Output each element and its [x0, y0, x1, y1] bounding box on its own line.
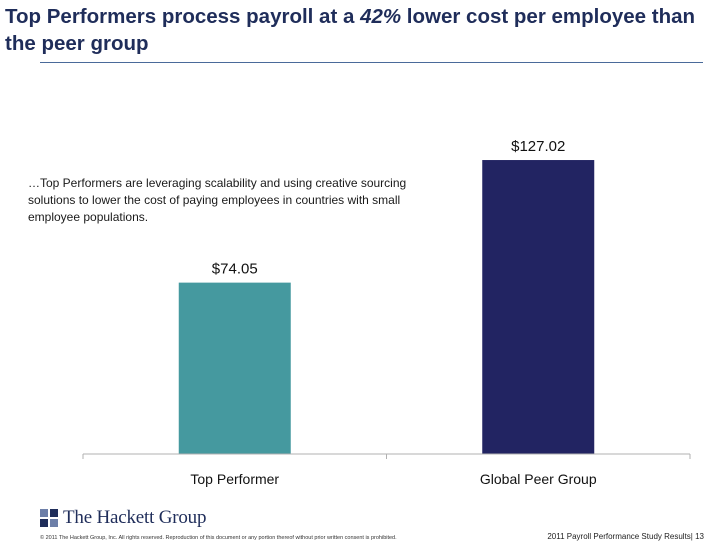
logo-text: The Hackett Group: [63, 507, 207, 528]
category-label: Top Performer: [190, 471, 279, 487]
bar-1: [178, 282, 291, 454]
bar-value-label: $74.05: [212, 261, 258, 278]
title-highlight: 42%: [360, 5, 402, 28]
hackett-logo-icon: [40, 509, 58, 527]
page-title: Top Performers process payroll at a 42% …: [5, 3, 723, 57]
page-footer: 2011 Payroll Performance Study Results| …: [547, 532, 704, 541]
chart-annotation: …Top Performers are leveraging scalabili…: [28, 176, 407, 224]
x-axis-ticks: [82, 454, 691, 459]
company-logo: The Hackett Group: [40, 507, 206, 529]
title-text-before: Top Performers process payroll at a: [5, 5, 361, 28]
bar-value-label: $127.02: [511, 138, 565, 155]
copyright-notice: © 2011 The Hackett Group, Inc. All right…: [40, 535, 397, 541]
title-text-after: lower cost per employee than the peer gr…: [5, 5, 696, 55]
bars-group: [178, 160, 595, 454]
title-divider: [40, 62, 703, 63]
bar-2: [482, 160, 595, 454]
labels-group: $74.05 Top Performer $127.02 Global Peer Gr…: [190, 138, 596, 487]
category-label: Global Peer Group: [480, 471, 597, 487]
